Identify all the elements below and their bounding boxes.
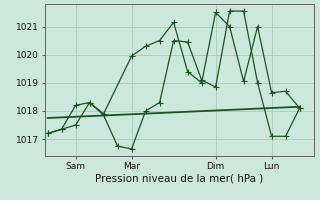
X-axis label: Pression niveau de la mer( hPa ): Pression niveau de la mer( hPa )	[95, 173, 263, 183]
